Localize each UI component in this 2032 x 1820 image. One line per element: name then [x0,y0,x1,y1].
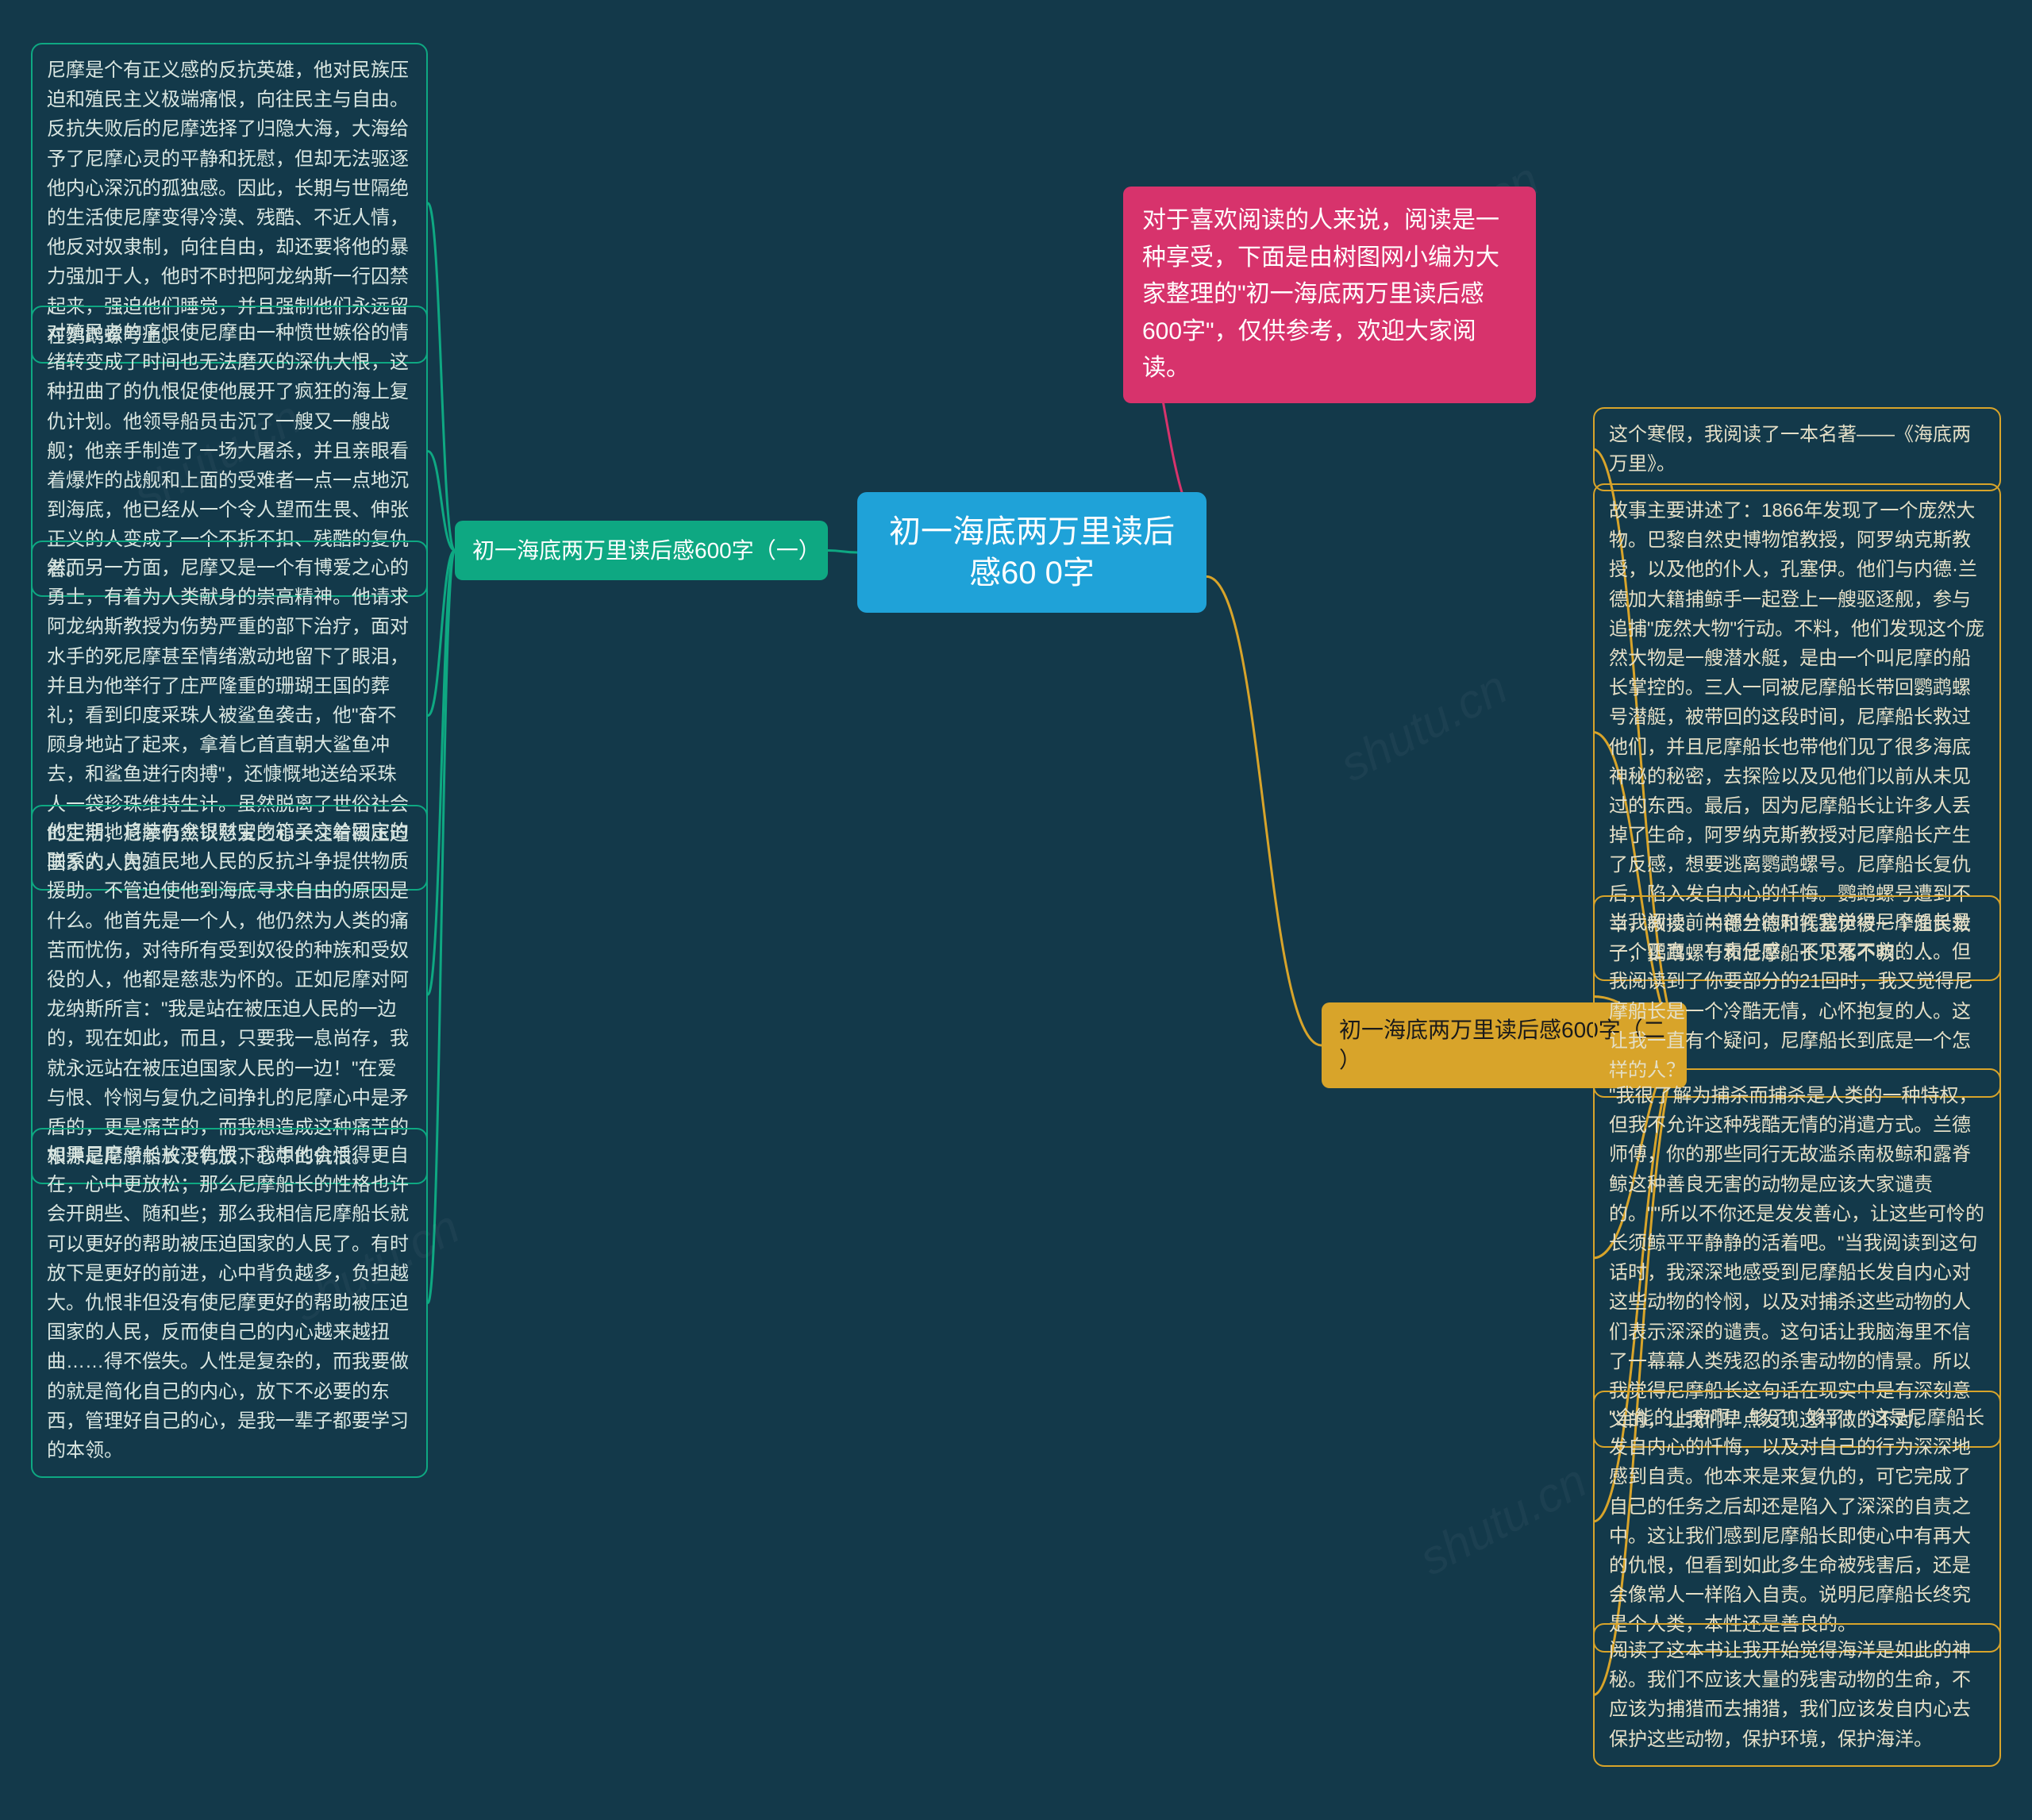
center-node[interactable]: 初一海底两万里读后感60 0字 [857,492,1206,613]
leaf-right-1[interactable]: 这个寒假，我阅读了一本名著——《海底两万里》。 [1593,407,2001,491]
edge [428,203,455,551]
leaf-right-5[interactable]: "全能的上帝啊！够了！够了！"这是尼摩船长发自内心的忏悔，以及对自己的行为深深地… [1593,1391,2001,1653]
leaf-right-3[interactable]: 当我阅读前半部分的时候我觉得尼摩船长是一个正直，有责任感。不见死不救的人。但我阅… [1593,895,2001,1098]
edge [428,551,455,1303]
leaf-right-6[interactable]: 阅读了这本书让我开始觉得海洋是如此的神秘。我们不应该大量的残害动物的生命，不应该… [1593,1623,2001,1767]
intro-node[interactable]: 对于喜欢阅读的人来说，阅读是一种享受，下面是由树图网小编为大家整理的"初一海底两… [1123,187,1536,403]
edge [1206,576,1322,1045]
leaf-left-5[interactable]: 如果尼摩船长放下仇恨，我想他会活得更自在，心中更放松；那么尼摩船长的性格也许会开… [31,1128,428,1478]
edge [428,452,455,551]
watermark: shutu.cn [1331,660,1516,792]
watermark: shutu.cn [1410,1453,1595,1586]
edge [828,551,857,553]
edge [428,551,455,716]
branch-left[interactable]: 初一海底两万里读后感600字（一） [455,521,828,580]
edge [428,551,455,995]
